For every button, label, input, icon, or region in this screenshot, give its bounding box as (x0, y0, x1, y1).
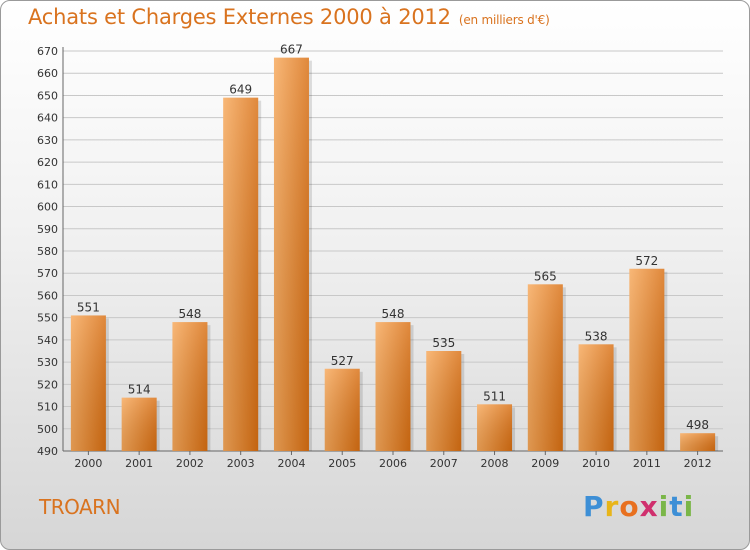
bar-value-label: 527 (331, 354, 354, 368)
bar-shade (121, 397, 157, 451)
bar-value-label: 498 (686, 418, 709, 432)
logo-letter: x (639, 490, 659, 523)
bar-shade (375, 322, 411, 451)
bar-value-label: 548 (178, 307, 201, 321)
x-tick-label: 2009 (531, 457, 559, 470)
x-tick-label: 2005 (328, 457, 356, 470)
y-tick-label: 560 (37, 289, 58, 302)
y-tick-label: 610 (37, 178, 58, 191)
bar-shade (223, 97, 259, 452)
y-tick-label: 650 (37, 89, 58, 102)
logo-letter: i (683, 490, 695, 523)
bar-shade (324, 368, 360, 451)
commune-name: TROARN (39, 495, 121, 519)
x-tick-label: 2006 (379, 457, 407, 470)
bar-shade (172, 322, 208, 451)
bar-shade (70, 315, 106, 451)
y-tick-label: 500 (37, 423, 58, 436)
bar-value-label: 514 (128, 383, 151, 397)
logo-letter: i (658, 490, 670, 523)
label-layer: 551 514 548 649 667 527 548 535 511 565 538 572 498 (77, 43, 709, 433)
y-tick-label: 570 (37, 267, 58, 280)
logo-letter: P (583, 490, 605, 523)
y-tick-label: 530 (37, 356, 58, 369)
x-tick-label: 2002 (176, 457, 204, 470)
x-tick-label: 2010 (582, 457, 610, 470)
bar-value-label: 535 (432, 336, 455, 350)
bar-value-label: 649 (229, 83, 252, 97)
x-tick-label: 2011 (633, 457, 661, 470)
x-tick-label: 2001 (125, 457, 153, 470)
chart-unit-note: (en milliers d'€) (458, 13, 550, 27)
bar-value-label: 572 (635, 254, 658, 268)
x-tick-label: 2003 (227, 457, 255, 470)
y-tick-label: 540 (37, 334, 58, 347)
y-tick-label: 620 (37, 156, 58, 169)
bar-shade (578, 344, 614, 451)
y-tick-label: 600 (37, 201, 58, 214)
chart-title: Achats et Charges Externes 2000 à 2012 (e… (28, 5, 550, 29)
bar-shade (527, 284, 563, 451)
y-tick-label: 580 (37, 245, 58, 258)
logo-letter: t (669, 490, 684, 523)
proxiti-logo[interactable]: Proxiti (583, 490, 694, 523)
x-tick-label: 2012 (684, 457, 712, 470)
bar-layer (70, 57, 719, 452)
bar-value-label: 551 (77, 300, 100, 314)
y-tick-label: 550 (37, 312, 58, 325)
bar-value-label: 538 (585, 329, 608, 343)
bar-value-label: 511 (483, 389, 506, 403)
bar-shade (477, 404, 513, 451)
x-tick-label: 2004 (277, 457, 305, 470)
bar-shade (273, 57, 309, 452)
bar-shade (680, 433, 716, 451)
bar-value-label: 565 (534, 269, 557, 283)
bar-value-label: 548 (382, 307, 405, 321)
y-tick-label: 660 (37, 67, 58, 80)
y-tick-label: 590 (37, 223, 58, 236)
logo-letter: o (619, 490, 640, 523)
logo-letter: r (604, 490, 620, 523)
chart-title-text: Achats et Charges Externes 2000 à 2012 (28, 5, 451, 29)
y-tick-label: 510 (37, 401, 58, 414)
bar-shade (629, 268, 665, 451)
x-tick-label: 2007 (430, 457, 458, 470)
bar-shade (426, 351, 462, 451)
bar-value-label: 667 (280, 43, 303, 57)
y-tick-label: 630 (37, 134, 58, 147)
x-tick-label: 2008 (481, 457, 509, 470)
x-tick-label: 2000 (74, 457, 102, 470)
y-tick-label: 640 (37, 112, 58, 125)
y-tick-label: 520 (37, 378, 58, 391)
axis-layer: 490 500 510 520 530 540 550 560 570 580 590 600 610 6… (37, 45, 723, 470)
y-tick-label: 670 (37, 45, 58, 58)
y-tick-label: 490 (37, 445, 58, 458)
